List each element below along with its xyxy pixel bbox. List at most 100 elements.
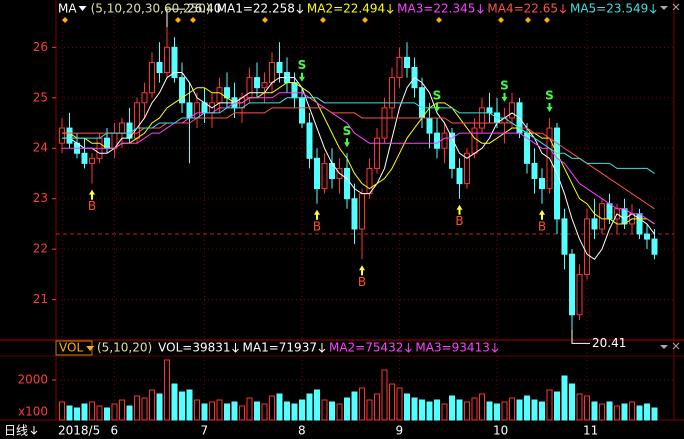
indicator-name[interactable]: VOL [59,341,83,355]
candle-body [314,157,320,190]
candle-body [636,213,643,235]
volume-bar [501,401,508,421]
legend-arrow [491,343,499,353]
volume-bar [404,393,410,421]
y-tick-label: 23 [33,191,48,205]
volume-bar [434,399,440,421]
menu-triangle [86,346,95,351]
volume-bar [591,401,598,421]
volume-bar [516,399,523,421]
sell-arrow [546,102,553,112]
volume-bar [254,401,260,421]
candle-body [306,122,313,159]
candle-body [389,77,395,109]
volume-bar [134,395,140,421]
candle-body [149,61,155,94]
menu-triangle [78,6,87,11]
sell-signal: S [343,124,352,138]
candle-body [464,152,470,185]
candle-body [261,82,268,89]
volume-bar [569,383,575,421]
candle-body [66,127,73,144]
annotation-leader [166,8,185,28]
annotation-leader [571,329,590,344]
volume-bar [456,399,463,421]
event-marker [362,17,368,23]
volume-bar [344,397,350,421]
candle-body [531,162,538,180]
volume-bar [329,401,335,421]
x-tick-label: 7 [201,424,209,438]
panel-close-icon[interactable] [672,342,680,350]
candle-body [471,127,478,154]
candle-body [194,102,200,119]
legend-entry: MA1=71937 [243,341,317,355]
volume-bar [351,391,358,421]
legend-arrow [386,4,394,14]
buy-arrow [89,189,95,200]
candle-body [366,167,373,195]
volume-bar [441,403,448,421]
panel-menu-icon[interactable] [660,6,668,10]
volume-bar [471,397,478,421]
candle-body [449,132,455,169]
event-marker [62,17,68,23]
period-label[interactable]: 日线 [4,424,28,438]
legend-entry: MA4=22.65 [487,2,558,16]
y-tick-label: 25 [33,90,48,104]
candle-body [179,77,185,104]
candle-body [81,152,88,164]
volume-bar [216,399,223,421]
x-tick-label: 8 [298,424,306,438]
volume-bar [359,387,365,421]
event-marker [262,17,268,23]
buy-signal: B [538,219,546,233]
volume-bar [96,405,103,421]
volume-bar [389,383,395,421]
candle-body [591,218,598,230]
candle-body [486,107,493,114]
panel-close-icon[interactable] [672,3,680,11]
indicator-params: (5,10,20,30,60,250) [91,2,211,16]
volume-bar [621,403,628,421]
legend-entry: MA2=75432 [329,341,403,355]
ma-line [62,72,655,260]
volume-bar [561,375,568,421]
volume-bar [584,395,590,421]
volume-bar [111,403,118,421]
volume-bar [366,399,373,421]
candle-body [351,198,358,230]
volume-bar [636,405,643,421]
volume-bar [374,393,380,421]
volume-bar [194,399,200,421]
candle-body [584,218,590,275]
candle-body [419,87,425,119]
buy-signal: B [313,219,321,233]
buy-arrow [456,204,463,215]
volume-bar [239,405,245,421]
event-marker [436,17,442,23]
buy-signal: B [455,214,463,228]
volume-bar [126,405,133,421]
legend-arrow [477,4,484,14]
candle-body [404,56,410,69]
candle-body [374,137,380,169]
candle-body [141,92,148,104]
panel-menu-icon[interactable] [660,345,668,349]
volume-bar [156,393,163,421]
volume-bar [141,397,148,421]
volume-bar [479,393,485,421]
buy-arrow [359,265,365,276]
volume-bar [464,401,470,421]
volume-bar [276,393,283,421]
candle-body [456,167,463,185]
volume-bar [59,401,65,421]
candle-body [359,193,365,230]
volume-bar [74,407,80,421]
volume-bar [284,401,290,421]
candle-body [569,253,575,316]
volume-bar [231,401,238,421]
volume-bar [411,397,418,421]
volume-bar [449,395,455,421]
